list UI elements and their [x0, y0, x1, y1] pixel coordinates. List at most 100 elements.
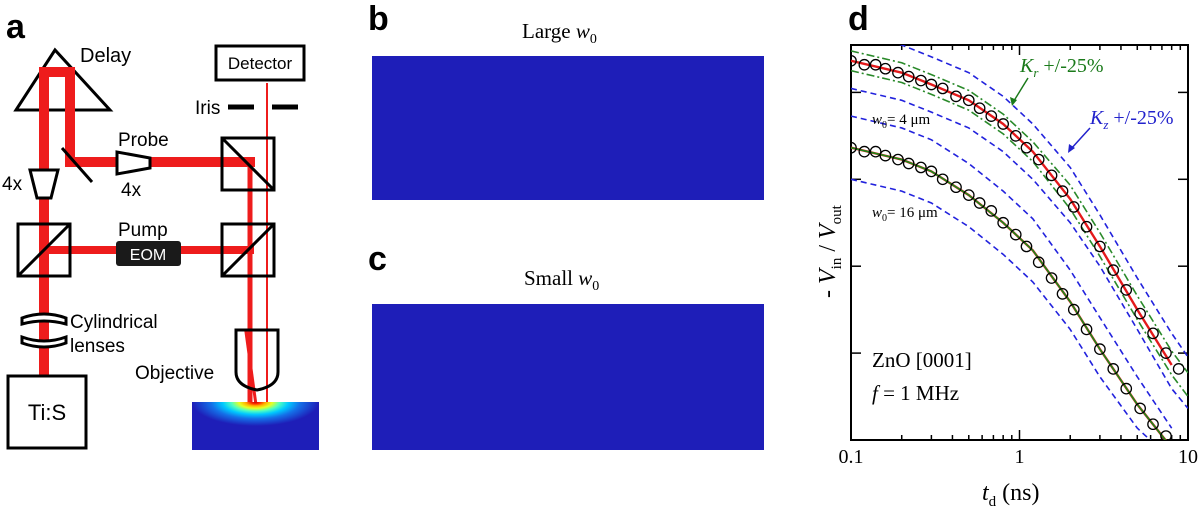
data-point — [902, 70, 915, 83]
data-point — [1094, 343, 1106, 355]
data-point — [925, 165, 938, 178]
probe-expander — [115, 150, 152, 176]
data-point — [936, 82, 949, 95]
data-point — [869, 58, 882, 71]
data-point — [997, 118, 1010, 130]
panel-d-label: d — [848, 0, 869, 38]
objective-label: Objective — [135, 363, 214, 384]
frequency-label: f = 1 MHz — [872, 381, 959, 405]
panel-a-label: a — [6, 8, 26, 46]
iris-label: Iris — [195, 98, 220, 119]
data-point — [915, 161, 927, 174]
panel-d-chart: d 0.1 1 10 td (ns) - Vin / Vout Kr +/-25% … — [815, 0, 1198, 510]
probe-expander-label: 4x — [121, 180, 142, 201]
data-point — [925, 78, 938, 91]
data-point — [1032, 256, 1045, 269]
detector-label: Detector — [228, 54, 293, 73]
data-point — [973, 197, 986, 209]
x-axis-label: td (ns) — [982, 480, 1040, 510]
series-layer — [851, 45, 1188, 440]
data-point — [851, 54, 857, 67]
data-point — [892, 66, 904, 79]
data-point — [1045, 272, 1058, 284]
objective-lens — [234, 328, 280, 392]
data-point — [892, 153, 904, 166]
sample-heatmap — [192, 402, 319, 450]
kz-arrowhead — [1068, 144, 1075, 153]
kz-annotation: Kz +/-25% — [1089, 107, 1174, 132]
data-point — [915, 74, 927, 87]
panel-b-label: b — [368, 0, 389, 38]
data-point — [858, 58, 871, 71]
x-tick-label: 1 — [1015, 446, 1025, 468]
data-point — [962, 94, 975, 107]
beam-splitter-top — [220, 136, 276, 192]
data-point — [1160, 430, 1172, 440]
panel-c-label: c — [368, 240, 387, 278]
data-point — [1147, 418, 1159, 431]
data-point — [879, 62, 892, 75]
heatmap-b-title: Large w0 — [522, 19, 597, 47]
data-point — [1120, 382, 1133, 395]
data-point — [1032, 153, 1045, 166]
series-line — [898, 45, 1188, 358]
series-line — [851, 87, 1188, 409]
data-point — [1147, 327, 1159, 340]
pickoff-mirror — [60, 147, 94, 183]
plot-frame — [850, 44, 1189, 441]
heatmap-c-title: Small w0 — [524, 266, 599, 294]
data-point — [1009, 228, 1022, 241]
probe-label: Probe — [118, 130, 169, 151]
data-point — [936, 173, 949, 186]
data-point — [950, 181, 962, 194]
data-point — [1094, 240, 1106, 253]
panel-b-heatmap: b Large w0 — [368, 0, 764, 200]
data-point — [1172, 363, 1185, 375]
detector-box — [214, 44, 306, 82]
data-point — [902, 157, 915, 170]
data-point — [1080, 323, 1093, 336]
beam-splitter-bottom — [220, 222, 276, 278]
data-point — [997, 216, 1010, 229]
data-point — [962, 189, 975, 201]
kr-arrowhead — [1010, 97, 1017, 106]
kz-arrow — [1069, 127, 1091, 151]
data-point — [1134, 402, 1146, 415]
data-point — [1009, 130, 1022, 142]
data-point — [1067, 201, 1080, 213]
data-point — [858, 145, 871, 158]
x-tick-label: 0.1 — [839, 446, 864, 468]
cylindrical-label-2: lenses — [70, 336, 125, 357]
data-point — [1045, 169, 1058, 182]
eom-label: EOM — [130, 247, 166, 264]
data-point — [1134, 307, 1146, 320]
material-label: ZnO [0001] — [872, 348, 972, 372]
delay-label: Delay — [80, 45, 131, 67]
heatmap-b-hotspot — [372, 56, 764, 200]
w16-annotation: w0= 16 μm — [872, 205, 938, 224]
panel-c-heatmap: c Small w0 — [368, 240, 764, 450]
y-axis-label: - Vin / Vout — [815, 204, 845, 298]
data-point — [1056, 287, 1069, 300]
heatmap-c-hotspot — [504, 304, 632, 370]
data-point — [985, 110, 998, 122]
data-point — [1120, 284, 1133, 296]
beam-splitter-left — [16, 222, 72, 278]
data-point — [879, 149, 892, 162]
left-expander — [28, 168, 60, 200]
data-point — [1056, 185, 1069, 197]
data-point — [1020, 240, 1033, 253]
w4-annotation: w0= 4 μm — [872, 112, 931, 131]
x-tick-label: 10 — [1178, 446, 1198, 468]
data-point — [1067, 303, 1080, 316]
pump-label: Pump — [118, 220, 168, 241]
data-point — [1107, 363, 1120, 375]
data-point — [1160, 347, 1172, 359]
cylindrical-lenses — [20, 312, 68, 349]
data-point — [950, 90, 962, 103]
panel-a-schematic: a EOM — [2, 8, 319, 450]
series-line — [851, 178, 1152, 440]
data-point — [869, 145, 882, 158]
data-point — [1020, 141, 1033, 154]
